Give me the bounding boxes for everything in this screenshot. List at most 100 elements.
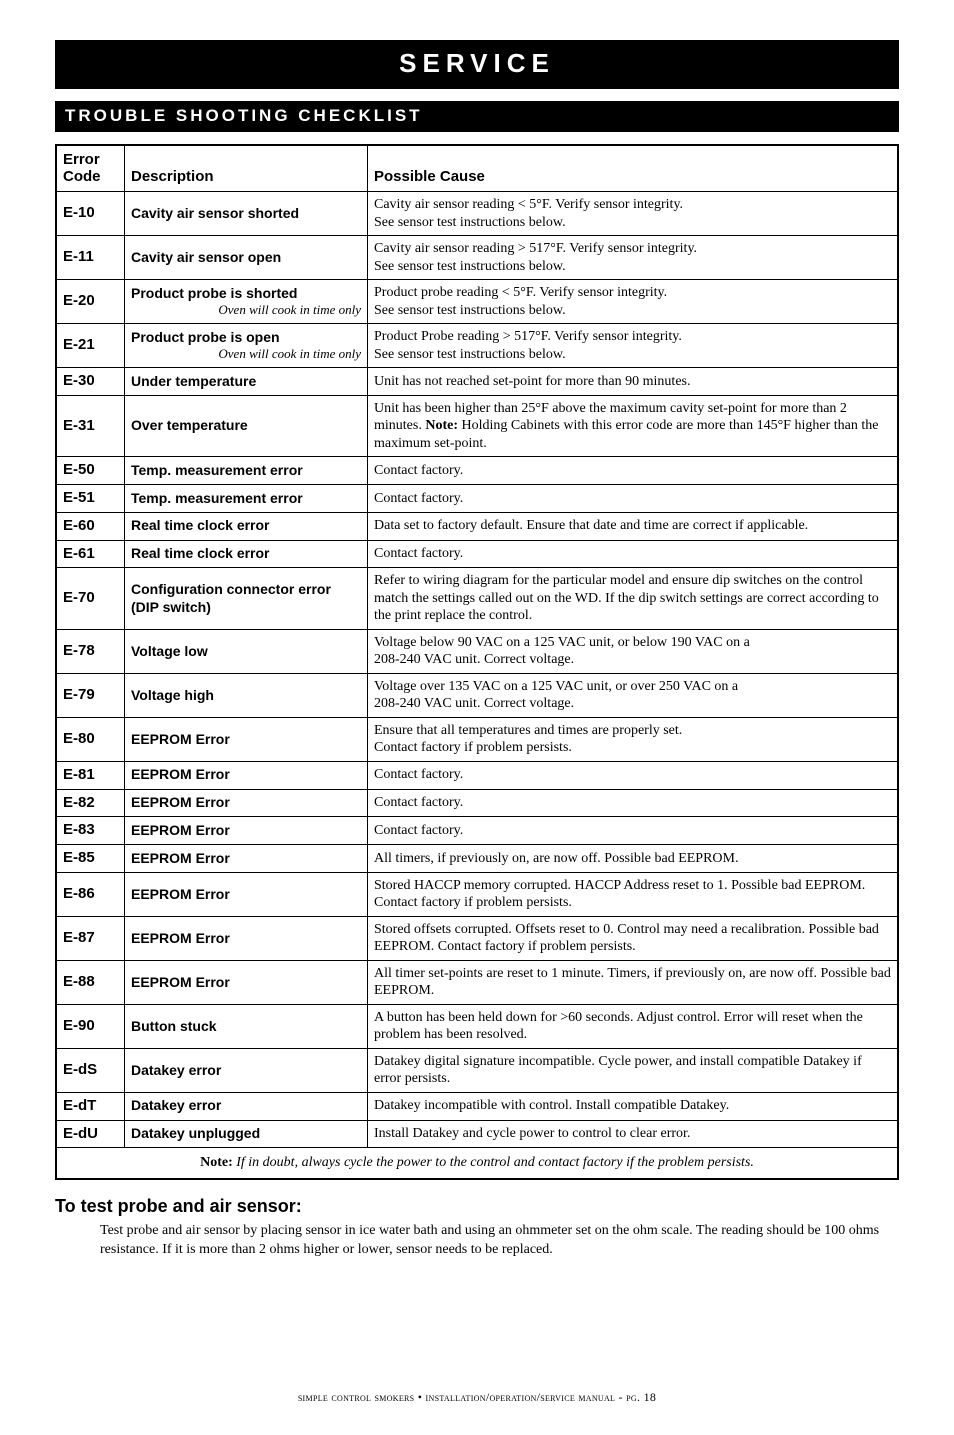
- error-code: E-80: [56, 717, 125, 761]
- footer-mid: • installation/operation/service manual …: [414, 1390, 643, 1404]
- error-description: Temp. measurement error: [125, 485, 368, 513]
- error-description-sub: Oven will cook in time only: [131, 346, 361, 362]
- error-code: E-61: [56, 540, 125, 568]
- error-code: E-85: [56, 845, 125, 873]
- page-footer: simple control smokers • installation/op…: [55, 1390, 899, 1405]
- error-code: E-86: [56, 872, 125, 916]
- test-heading: To test probe and air sensor:: [55, 1196, 899, 1217]
- error-cause: Voltage below 90 VAC on a 125 VAC unit, …: [368, 629, 899, 673]
- col-header-code: Error Code: [56, 145, 125, 192]
- error-cause: All timer set-points are reset to 1 minu…: [368, 960, 899, 1004]
- table-row: E-78Voltage lowVoltage below 90 VAC on a…: [56, 629, 898, 673]
- error-code: E-87: [56, 916, 125, 960]
- error-cause: Datakey digital signature incompatible. …: [368, 1048, 899, 1092]
- table-row: E-dSDatakey errorDatakey digital signatu…: [56, 1048, 898, 1092]
- error-code: E-dT: [56, 1092, 125, 1120]
- error-cause: Contact factory.: [368, 789, 899, 817]
- error-description: EEPROM Error: [125, 872, 368, 916]
- table-row: E-85EEPROM ErrorAll timers, if previousl…: [56, 845, 898, 873]
- table-row: E-11Cavity air sensor openCavity air sen…: [56, 236, 898, 280]
- error-code: E-30: [56, 368, 125, 396]
- table-row: E-31Over temperatureUnit has been higher…: [56, 395, 898, 457]
- error-code: E-31: [56, 395, 125, 457]
- error-code: E-90: [56, 1004, 125, 1048]
- table-row: E-80EEPROM ErrorEnsure that all temperat…: [56, 717, 898, 761]
- col-header-cause: Possible Cause: [368, 145, 899, 192]
- error-code-table: Error Code Description Possible Cause E-…: [55, 144, 899, 1180]
- error-cause: Product Probe reading > 517°F. Verify se…: [368, 324, 899, 368]
- error-code: E-70: [56, 568, 125, 630]
- error-cause: Unit has not reached set-point for more …: [368, 368, 899, 396]
- error-description: Product probe is shortedOven will cook i…: [125, 280, 368, 324]
- error-description: Product probe is openOven will cook in t…: [125, 324, 368, 368]
- error-code: E-78: [56, 629, 125, 673]
- error-description: Voltage high: [125, 673, 368, 717]
- error-cause: All timers, if previously on, are now of…: [368, 845, 899, 873]
- table-row: E-30Under temperatureUnit has not reache…: [56, 368, 898, 396]
- footer-page: 18: [644, 1390, 657, 1404]
- error-description: Cavity air sensor open: [125, 236, 368, 280]
- table-row: E-dUDatakey unpluggedInstall Datakey and…: [56, 1120, 898, 1148]
- error-code: E-79: [56, 673, 125, 717]
- table-row: E-79Voltage highVoltage over 135 VAC on …: [56, 673, 898, 717]
- error-cause: Cavity air sensor reading > 517°F. Verif…: [368, 236, 899, 280]
- error-description: EEPROM Error: [125, 789, 368, 817]
- error-cause: Contact factory.: [368, 485, 899, 513]
- error-code: E-21: [56, 324, 125, 368]
- table-row: E-70Configuration connector error (DIP s…: [56, 568, 898, 630]
- table-row: E-86EEPROM ErrorStored HACCP memory corr…: [56, 872, 898, 916]
- error-code: E-dS: [56, 1048, 125, 1092]
- error-description: Temp. measurement error: [125, 457, 368, 485]
- table-row: E-81EEPROM ErrorContact factory.: [56, 761, 898, 789]
- table-row: E-61Real time clock errorContact factory…: [56, 540, 898, 568]
- error-code: E-dU: [56, 1120, 125, 1148]
- error-cause: Datakey incompatible with control. Insta…: [368, 1092, 899, 1120]
- error-description: Configuration connector error (DIP switc…: [125, 568, 368, 630]
- error-code: E-50: [56, 457, 125, 485]
- error-description-sub: Oven will cook in time only: [131, 302, 361, 318]
- error-cause: Refer to wiring diagram for the particul…: [368, 568, 899, 630]
- error-cause: A button has been held down for >60 seco…: [368, 1004, 899, 1048]
- error-cause: Contact factory.: [368, 761, 899, 789]
- error-code: E-20: [56, 280, 125, 324]
- error-cause: Ensure that all temperatures and times a…: [368, 717, 899, 761]
- error-description: EEPROM Error: [125, 916, 368, 960]
- error-cause: Product probe reading < 5°F. Verify sens…: [368, 280, 899, 324]
- table-note: Note: If in doubt, always cycle the powe…: [56, 1148, 898, 1179]
- table-row: E-82EEPROM ErrorContact factory.: [56, 789, 898, 817]
- table-row: E-10Cavity air sensor shortedCavity air …: [56, 192, 898, 236]
- table-row: E-20Product probe is shortedOven will co…: [56, 280, 898, 324]
- error-description: Real time clock error: [125, 512, 368, 540]
- test-body: Test probe and air sensor by placing sen…: [100, 1221, 889, 1260]
- error-description: EEPROM Error: [125, 717, 368, 761]
- error-cause: Stored offsets corrupted. Offsets reset …: [368, 916, 899, 960]
- col-header-desc: Description: [125, 145, 368, 192]
- table-row: E-21Product probe is openOven will cook …: [56, 324, 898, 368]
- table-row: E-87EEPROM ErrorStored offsets corrupted…: [56, 916, 898, 960]
- table-row: E-51Temp. measurement errorContact facto…: [56, 485, 898, 513]
- error-code: E-60: [56, 512, 125, 540]
- error-description: Button stuck: [125, 1004, 368, 1048]
- error-cause: Voltage over 135 VAC on a 125 VAC unit, …: [368, 673, 899, 717]
- note-label: Note:: [200, 1155, 233, 1170]
- section-heading: TROUBLE SHOOTING CHECKLIST: [55, 101, 899, 132]
- error-cause: Stored HACCP memory corrupted. HACCP Add…: [368, 872, 899, 916]
- error-code: E-83: [56, 817, 125, 845]
- error-description: Cavity air sensor shorted: [125, 192, 368, 236]
- error-description: EEPROM Error: [125, 817, 368, 845]
- error-code: E-88: [56, 960, 125, 1004]
- error-cause: Contact factory.: [368, 817, 899, 845]
- error-code: E-11: [56, 236, 125, 280]
- error-description: Datakey error: [125, 1048, 368, 1092]
- error-description: Datakey error: [125, 1092, 368, 1120]
- error-cause: Install Datakey and cycle power to contr…: [368, 1120, 899, 1148]
- error-description: Under temperature: [125, 368, 368, 396]
- table-row: E-50Temp. measurement errorContact facto…: [56, 457, 898, 485]
- error-description: EEPROM Error: [125, 761, 368, 789]
- error-description: Real time clock error: [125, 540, 368, 568]
- error-description: Voltage low: [125, 629, 368, 673]
- error-code: E-51: [56, 485, 125, 513]
- error-cause: Contact factory.: [368, 457, 899, 485]
- error-description: EEPROM Error: [125, 960, 368, 1004]
- error-cause: Data set to factory default. Ensure that…: [368, 512, 899, 540]
